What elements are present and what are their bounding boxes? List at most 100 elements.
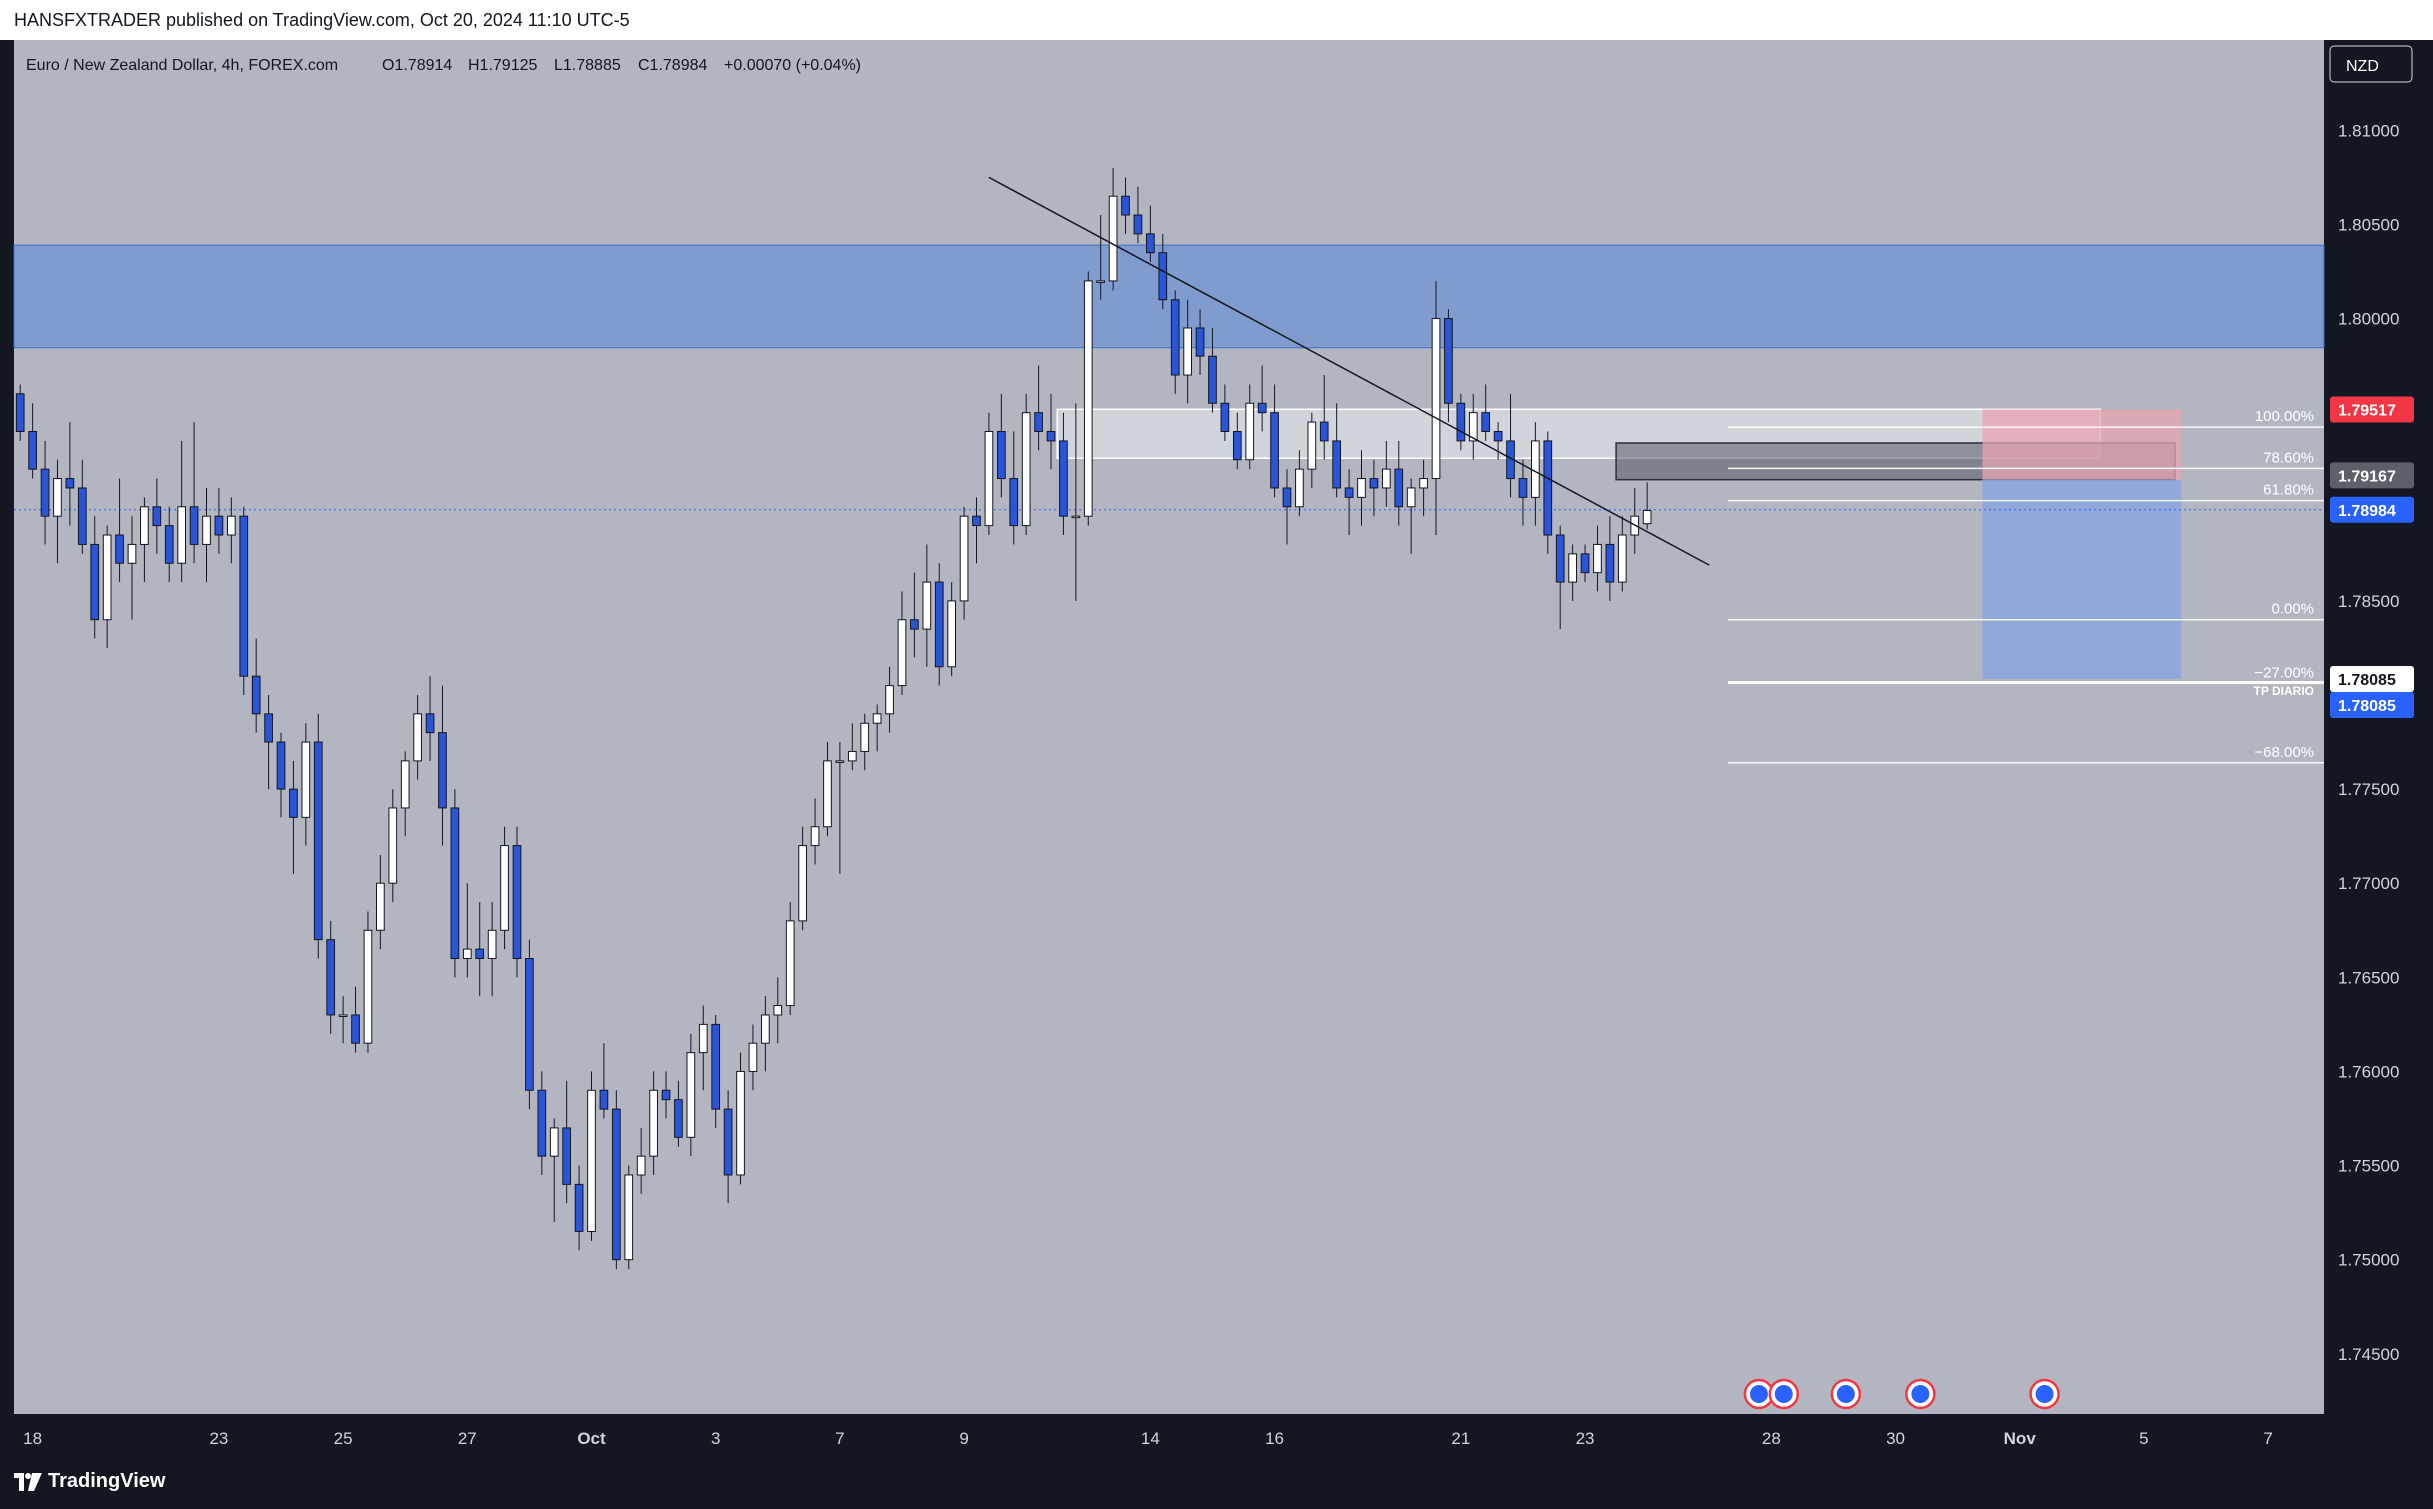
candle-body[interactable] — [413, 713, 422, 762]
candle-body[interactable] — [1108, 195, 1118, 282]
candle-body[interactable] — [587, 1089, 596, 1232]
candle-body[interactable] — [1046, 430, 1056, 442]
candle-body[interactable] — [1518, 478, 1528, 498]
candle-body[interactable] — [996, 430, 1006, 480]
candle-body[interactable] — [127, 543, 137, 564]
candle-body[interactable] — [1295, 468, 1304, 508]
candle-body[interactable] — [847, 750, 857, 762]
candle-body[interactable] — [1468, 412, 1478, 442]
candle-body[interactable] — [1270, 412, 1279, 489]
candle-body[interactable] — [1133, 214, 1143, 235]
candle-body[interactable] — [276, 741, 286, 790]
candle-body[interactable] — [301, 741, 311, 818]
candle-body[interactable] — [1481, 412, 1491, 432]
candle-body[interactable] — [388, 807, 398, 884]
candle-body[interactable] — [425, 713, 435, 734]
candle-body[interactable] — [53, 478, 62, 517]
supply-zone[interactable] — [13, 244, 2325, 349]
trendline[interactable] — [988, 176, 1710, 566]
candle-body[interactable] — [1369, 478, 1379, 489]
candle-body[interactable] — [376, 882, 385, 931]
candle-body[interactable] — [313, 741, 323, 941]
candle-body[interactable] — [810, 826, 820, 847]
candle-body[interactable] — [1555, 534, 1565, 583]
candle-body[interactable] — [251, 675, 261, 715]
candle-body[interactable] — [872, 713, 882, 724]
candle-body[interactable] — [885, 685, 894, 715]
candle-body[interactable] — [636, 1155, 646, 1176]
candle-body[interactable] — [860, 722, 870, 752]
candle-body[interactable] — [624, 1174, 634, 1261]
chart-area[interactable]: 100.00% 78.60% 61.80% 0.00% −27.00% −68.00% TP… — [0, 40, 2433, 1458]
candle-body[interactable] — [1208, 355, 1217, 404]
candle-body[interactable] — [1034, 412, 1043, 432]
candle-body[interactable] — [711, 1023, 721, 1110]
candle-body[interactable] — [264, 713, 273, 743]
candle-body[interactable] — [1121, 195, 1130, 216]
candle-body[interactable] — [487, 929, 497, 960]
candle-body[interactable] — [475, 948, 485, 960]
candle-body[interactable] — [1220, 402, 1230, 432]
candle-body[interactable] — [562, 1127, 572, 1185]
candle-body[interactable] — [1642, 510, 1652, 525]
economic-event-icon[interactable] — [2029, 1378, 2060, 1410]
candle-body[interactable] — [599, 1089, 609, 1110]
candle-body[interactable] — [450, 807, 460, 960]
candle-body[interactable] — [177, 506, 187, 564]
candle-body[interactable] — [984, 430, 994, 527]
candle-body[interactable] — [897, 619, 907, 687]
candle-body[interactable] — [28, 430, 37, 470]
candle-body[interactable] — [1456, 402, 1466, 442]
candle-body[interactable] — [773, 1005, 783, 1016]
candle-body[interactable] — [574, 1183, 584, 1232]
candle-body[interactable] — [1158, 252, 1168, 301]
candle-body[interactable] — [462, 948, 472, 960]
candle-body[interactable] — [15, 393, 25, 432]
candle-body[interactable] — [1195, 327, 1205, 357]
candle-body[interactable] — [1332, 440, 1342, 489]
candle-body[interactable] — [77, 487, 87, 545]
candle-body[interactable] — [1444, 318, 1453, 404]
candle-body[interactable] — [1593, 543, 1602, 574]
candle-body[interactable] — [649, 1089, 658, 1157]
candle-body[interactable] — [65, 478, 75, 489]
candle-body[interactable] — [239, 515, 249, 677]
candle-body[interactable] — [1394, 468, 1404, 508]
candle-body[interactable] — [1096, 280, 1106, 283]
candle-body[interactable] — [102, 534, 112, 621]
candle-body[interactable] — [1580, 553, 1590, 574]
candle-body[interactable] — [1232, 430, 1242, 461]
candle-body[interactable] — [537, 1089, 547, 1157]
currency-button[interactable]: NZD — [2329, 45, 2413, 83]
candle-body[interactable] — [934, 581, 944, 668]
candle-body[interactable] — [338, 1014, 348, 1017]
candle-body[interactable] — [1617, 534, 1627, 583]
candle-body[interactable] — [1059, 440, 1068, 517]
candle-body[interactable] — [1009, 478, 1019, 527]
candle-body[interactable] — [1183, 327, 1192, 376]
candle-body[interactable] — [1170, 299, 1180, 376]
candle-body[interactable] — [140, 506, 149, 545]
candle-body[interactable] — [1406, 487, 1416, 508]
candle-body[interactable] — [1357, 478, 1366, 498]
candle-body[interactable] — [1419, 478, 1428, 489]
economic-event-icon[interactable] — [1830, 1378, 1862, 1410]
candle-body[interactable] — [947, 600, 957, 668]
candle-body[interactable] — [1083, 280, 1093, 517]
candle-body[interactable] — [1531, 440, 1540, 498]
candle-body[interactable] — [400, 760, 410, 809]
candle-body[interactable] — [202, 515, 211, 545]
candle-body[interactable] — [1431, 318, 1441, 480]
candle-body[interactable] — [1021, 412, 1031, 527]
candle-body[interactable] — [226, 515, 236, 536]
candle-body[interactable] — [549, 1127, 559, 1157]
candle-body[interactable] — [959, 515, 969, 602]
candle-body[interactable] — [1245, 402, 1255, 461]
candle-body[interactable] — [1146, 233, 1155, 254]
candle-body[interactable] — [761, 1014, 770, 1044]
candle-body[interactable] — [326, 939, 336, 1016]
candle-body[interactable] — [823, 760, 832, 828]
candle-body[interactable] — [736, 1070, 745, 1176]
candle-body[interactable] — [910, 619, 919, 630]
candle-body[interactable] — [686, 1052, 696, 1138]
